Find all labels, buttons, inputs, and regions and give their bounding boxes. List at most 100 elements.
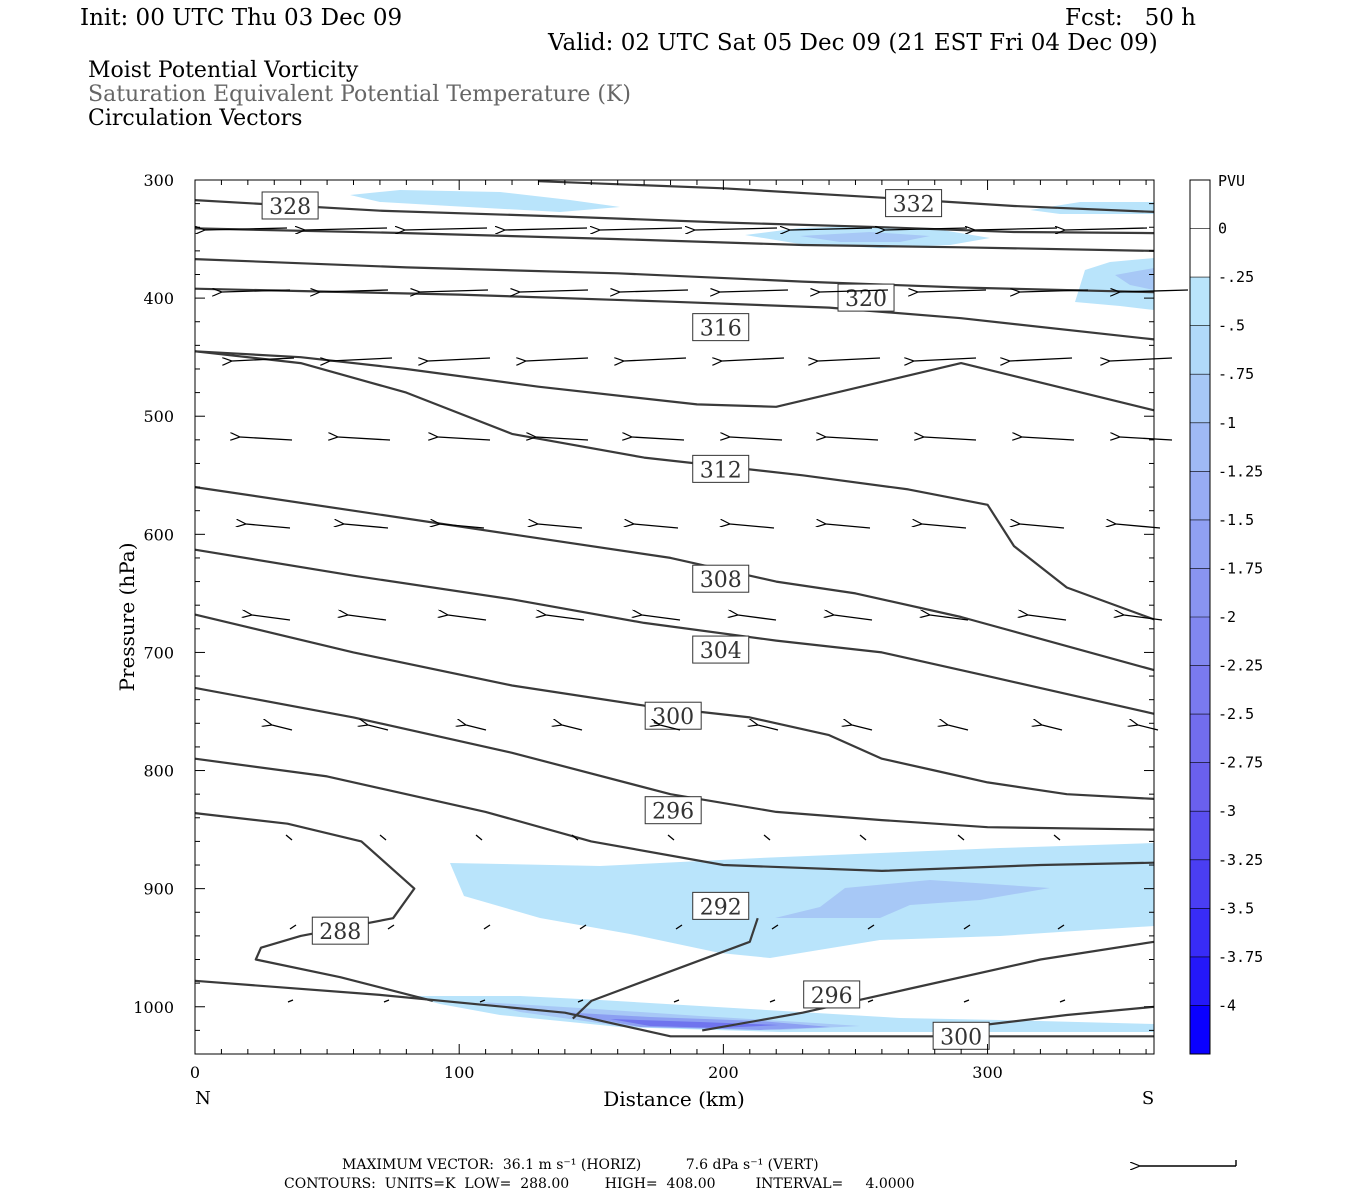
pv-fill-upper-left	[350, 190, 620, 212]
colorbar-swatch	[1190, 762, 1210, 812]
circulation-vector	[348, 615, 387, 621]
circulation-vector	[1110, 358, 1173, 361]
circulation-vector	[885, 228, 968, 230]
circulation-vector	[344, 524, 389, 529]
pv-fill-right-400-core	[1115, 268, 1154, 290]
circulation-vector	[867, 924, 875, 930]
colorbar-level-label: -2.75	[1218, 754, 1263, 772]
circulation-vector	[1116, 524, 1161, 529]
circulation-vector	[383, 999, 390, 1003]
colorbar-swatch	[1190, 665, 1210, 715]
colorbar-swatch	[1190, 519, 1210, 569]
circulation-vector	[820, 290, 889, 292]
circulation-vector	[660, 725, 681, 731]
theta-es-contour	[194, 227, 1155, 252]
circulation-vector	[867, 999, 874, 1003]
pv-fill-900-band	[450, 843, 1154, 958]
contour-label: 304	[700, 639, 742, 664]
circulation-vector	[922, 524, 967, 529]
colorbar-level-label: -2	[1218, 608, 1236, 626]
y-tick-label: 300	[143, 171, 174, 190]
colorbar-level-label: -3	[1218, 802, 1236, 820]
circulation-vector	[763, 834, 771, 841]
x-axis: 0 100 200 300	[190, 180, 1147, 1082]
contour-label-box	[803, 980, 861, 1009]
y-tick-label: 900	[143, 880, 174, 899]
circulation-vector	[634, 524, 679, 529]
circulation-vector	[924, 437, 977, 440]
circulation-vector	[520, 290, 589, 292]
circulation-vector	[1053, 834, 1061, 841]
circulation-vector	[730, 524, 775, 529]
circulation-vector	[405, 228, 488, 230]
circulation-vector	[632, 437, 685, 440]
colorbar-frame	[1189, 179, 1211, 1055]
circulation-vector	[957, 834, 965, 841]
field-title-thetaes: Saturation Equivalent Potential Temperat…	[88, 82, 631, 107]
contour-label-box	[311, 916, 369, 945]
circulation-vector	[675, 924, 683, 930]
circulation-vector	[428, 358, 491, 361]
circulation-vector	[285, 834, 293, 841]
colorbar-swatch	[1190, 714, 1210, 764]
circulation-vector	[1010, 358, 1073, 361]
circulation-vector	[790, 228, 873, 230]
theta-es-contour	[194, 757, 1155, 872]
circulation-vector	[769, 999, 776, 1003]
theta-es-contour	[194, 350, 1155, 621]
circulation-vector	[600, 228, 683, 230]
x-axis-label: Distance (km)	[603, 1087, 745, 1111]
circulation-vector	[466, 725, 487, 731]
colorbar-swatch	[1190, 568, 1210, 618]
pv-colorbar: 0 -.25 -.5 -.75 -1 -1.25 -1.5 -1.75 -2 -2.25 -2.5 -…	[1189, 179, 1263, 1055]
circulation-vector	[1020, 290, 1089, 292]
circulation-vector	[205, 228, 288, 230]
circulation-vector	[1124, 615, 1163, 621]
contour-label-box	[692, 635, 750, 664]
circulation-vector	[246, 524, 291, 529]
colorbar-swatch	[1190, 956, 1210, 1006]
theta-es-contour	[194, 686, 1155, 831]
contour-label-box	[885, 189, 943, 218]
circulation-vector	[222, 290, 291, 292]
field-title-mpv: Moist Potential Vorticity	[88, 58, 359, 83]
contour-label-box	[692, 564, 750, 593]
y-tick-label: 500	[143, 407, 174, 426]
contour-label-box	[261, 191, 319, 220]
colorbar-level-label: -1.25	[1218, 462, 1263, 480]
y-axis-label: Pressure (hPa)	[115, 543, 139, 692]
y-tick-label: 800	[143, 762, 174, 781]
circulation-vector	[538, 524, 583, 529]
contour-label-box	[837, 283, 895, 312]
circulation-vector	[834, 615, 873, 621]
theta-es-contour	[538, 180, 1155, 213]
circulation-vector	[475, 834, 483, 841]
theta-es-contour	[194, 199, 1155, 235]
circulation-vector	[826, 437, 879, 440]
circulation-vector	[252, 615, 291, 621]
circulation-vectors	[205, 228, 1189, 1003]
theta-es-contour	[194, 486, 1155, 672]
circulation-vector	[505, 228, 588, 230]
pv-fill-900-core	[775, 880, 1050, 918]
contour-label-box	[644, 796, 702, 825]
colorbar-swatch	[1190, 471, 1210, 521]
colorbar-swatch	[1190, 325, 1210, 375]
colorbar-level-label: -.5	[1218, 317, 1245, 335]
circulation-vector	[667, 834, 675, 841]
circulation-vector	[620, 290, 689, 292]
x-tick-label: 300	[972, 1063, 1003, 1082]
theta-es-contour	[194, 350, 1155, 412]
colorbar-swatch	[1190, 277, 1210, 327]
circulation-vector	[859, 834, 867, 841]
circulation-vector	[448, 615, 487, 621]
valid-time: Valid: 02 UTC Sat 05 Dec 09 (21 EST Fri …	[548, 30, 1158, 56]
contour-label: 296	[652, 800, 694, 825]
x-end-label-north: N	[195, 1088, 211, 1109]
colorbar-swatch	[1190, 908, 1210, 958]
circulation-vector	[771, 924, 779, 930]
circulation-vector	[930, 615, 969, 621]
circulation-vector	[1028, 615, 1067, 621]
max-vector-caption: MAXIMUM VECTOR: 36.1 m s⁻¹ (HORIZ) 7.6 d…	[342, 1157, 819, 1173]
